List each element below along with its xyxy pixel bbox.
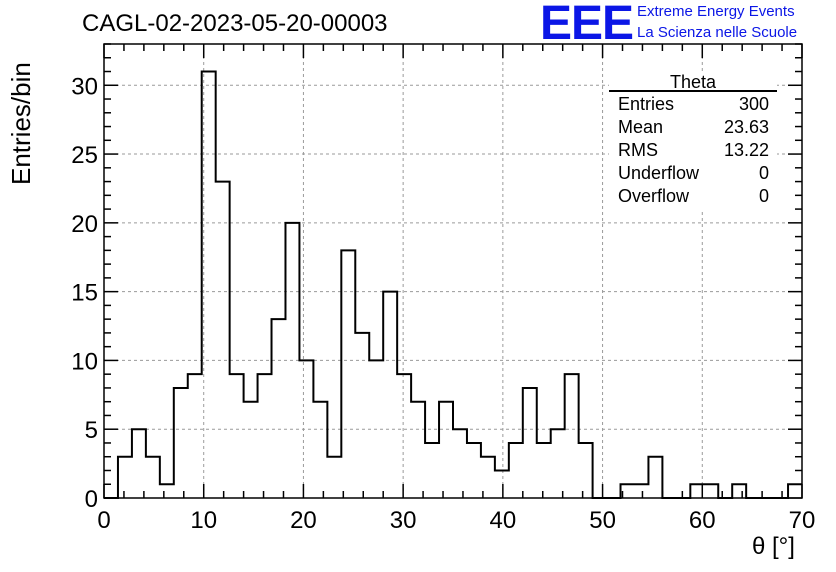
eee-logo: EEE [540,0,634,50]
histogram-bin [537,443,551,498]
stats-row-label: Underflow [618,163,700,183]
histogram-bin [146,457,160,498]
histogram-bin [565,374,579,498]
stats-row-value: 13.22 [724,140,769,160]
stats-row-label: RMS [618,140,658,160]
histogram-bin [313,402,327,498]
stats-row-value: 300 [739,94,769,114]
y-tick-label: 20 [71,211,98,238]
histogram-bin [174,388,188,498]
logo-tagline-2: La Scienza nelle Scuole [637,24,798,41]
histogram-bin [397,374,411,498]
histogram-bin [355,333,369,498]
histogram-bin [188,374,202,498]
histogram-bin [425,443,439,498]
histogram-bin [732,484,746,498]
x-tick-label: 0 [97,507,110,534]
x-tick-label: 50 [589,507,616,534]
histogram-bin [258,374,272,498]
histogram-bin [788,484,802,498]
histogram-bin [704,484,718,498]
histogram-outline [104,70,802,499]
histogram-bin [327,457,341,498]
histogram-bin [579,443,593,498]
histogram-bin [509,443,523,498]
stats-row-label: Mean [618,117,663,137]
histogram-bin [118,457,132,498]
histogram-bin [230,374,244,498]
y-tick-label: 10 [71,348,98,375]
histogram-bin [299,360,313,498]
stats-row-value: 23.63 [724,117,769,137]
histogram-bin [383,292,397,498]
histogram-bin [467,443,481,498]
histogram-bin [341,250,355,498]
y-tick-label: 5 [85,417,98,444]
x-tick-label: 10 [190,507,217,534]
y-tick-label: 25 [71,142,98,169]
plot-frame [103,43,803,499]
stats-row-label: Overflow [618,186,690,206]
logo-tagline-1: Extreme Energy Events [637,3,795,20]
histogram-bin [439,402,453,498]
histogram-bin [132,429,146,498]
histogram-bin [523,388,537,498]
x-tick-label: 60 [689,507,716,534]
x-tick-label: 20 [290,507,317,534]
x-tick-label: 70 [789,507,816,534]
stats-name: Theta [670,72,717,92]
histogram-bin [453,429,467,498]
y-tick-label: 0 [85,486,98,513]
stats-row-value: 0 [759,163,769,183]
histogram-bin [634,484,648,498]
histogram-bin [648,457,662,498]
x-axis-label: θ [°] [752,533,795,560]
stats-row-value: 0 [759,186,769,206]
histogram-bin [551,429,565,498]
y-tick-label: 30 [71,73,98,100]
histogram-bin [244,402,258,498]
histogram-bin [411,402,425,498]
axis-ticks: 0 10 20 30 40 50 60 70 0 5 10 15 20 25 30 [71,43,816,534]
chart-title: CAGL-02-2023-05-20-00003 [82,10,388,37]
stats-background [609,74,777,210]
x-tick-label: 40 [490,507,517,534]
histogram-bin [216,182,230,498]
y-tick-label: 15 [71,280,98,307]
histogram-bin [272,319,286,498]
histogram-bin [160,484,174,498]
x-tick-label: 30 [390,507,417,534]
histogram-bin [495,470,509,498]
stats-row-label: Entries [618,94,674,114]
